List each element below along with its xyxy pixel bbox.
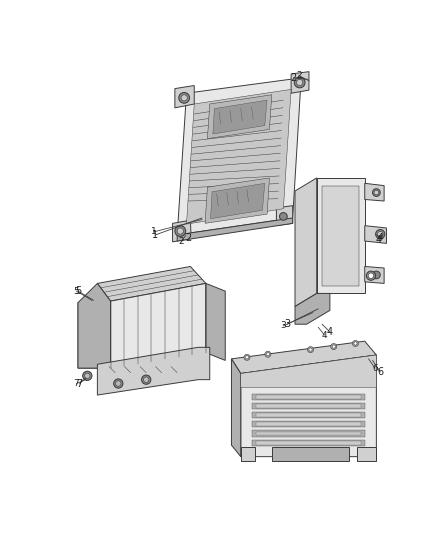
Polygon shape (365, 266, 384, 284)
Circle shape (279, 213, 287, 220)
Circle shape (116, 381, 121, 386)
Polygon shape (291, 71, 309, 93)
Polygon shape (252, 440, 365, 446)
Polygon shape (173, 220, 191, 242)
Circle shape (376, 230, 385, 239)
Polygon shape (206, 284, 225, 360)
Circle shape (83, 371, 92, 381)
Circle shape (113, 379, 123, 388)
Circle shape (181, 95, 187, 101)
Circle shape (366, 271, 376, 280)
Polygon shape (295, 178, 317, 306)
Text: 6: 6 (377, 367, 383, 377)
Polygon shape (256, 404, 361, 408)
Polygon shape (256, 441, 361, 445)
Polygon shape (187, 90, 291, 224)
Polygon shape (317, 178, 365, 294)
Text: 6: 6 (372, 364, 378, 373)
Polygon shape (322, 185, 359, 286)
Circle shape (266, 353, 269, 356)
Text: 5: 5 (74, 287, 79, 296)
Circle shape (331, 343, 337, 350)
Polygon shape (357, 447, 376, 461)
Polygon shape (256, 432, 361, 435)
Polygon shape (211, 183, 265, 219)
Text: 2: 2 (186, 233, 192, 243)
Text: 4: 4 (376, 235, 382, 245)
Polygon shape (252, 393, 365, 400)
Polygon shape (208, 95, 272, 139)
Circle shape (352, 341, 359, 346)
Polygon shape (241, 447, 255, 461)
Polygon shape (365, 183, 384, 201)
Polygon shape (231, 341, 376, 374)
Text: 4: 4 (321, 330, 327, 340)
Text: 4: 4 (327, 327, 333, 337)
Circle shape (177, 228, 184, 234)
Text: 2: 2 (178, 237, 184, 246)
Circle shape (179, 92, 190, 103)
Polygon shape (177, 218, 293, 241)
Polygon shape (177, 78, 301, 235)
Text: 7: 7 (74, 379, 79, 388)
Polygon shape (231, 359, 241, 457)
Polygon shape (175, 85, 194, 108)
Polygon shape (97, 266, 206, 301)
Circle shape (378, 231, 383, 237)
Polygon shape (252, 421, 365, 427)
Circle shape (294, 77, 305, 88)
Polygon shape (97, 348, 210, 395)
Circle shape (368, 273, 374, 278)
Polygon shape (252, 431, 365, 437)
Text: 4: 4 (378, 233, 383, 241)
Circle shape (265, 351, 271, 357)
Circle shape (141, 375, 151, 384)
Polygon shape (213, 100, 267, 134)
Polygon shape (252, 403, 365, 409)
Circle shape (175, 225, 186, 237)
Circle shape (309, 348, 312, 351)
Circle shape (244, 354, 250, 360)
Circle shape (307, 346, 314, 353)
Polygon shape (78, 284, 110, 368)
Polygon shape (241, 355, 376, 457)
Circle shape (144, 377, 149, 382)
Polygon shape (365, 225, 386, 244)
Text: 2: 2 (296, 71, 302, 80)
Polygon shape (78, 284, 206, 368)
Text: 7: 7 (76, 378, 83, 389)
Circle shape (372, 271, 380, 279)
Circle shape (297, 79, 303, 85)
Circle shape (354, 342, 357, 345)
Polygon shape (295, 294, 330, 324)
Text: 1: 1 (152, 230, 159, 240)
Polygon shape (252, 412, 365, 418)
Circle shape (332, 345, 336, 348)
Circle shape (372, 189, 380, 196)
Circle shape (85, 373, 90, 378)
Text: 3: 3 (280, 321, 286, 330)
Polygon shape (241, 355, 376, 387)
Polygon shape (276, 206, 293, 225)
Text: 1: 1 (151, 227, 157, 236)
Circle shape (374, 190, 379, 195)
Polygon shape (256, 394, 361, 399)
Polygon shape (256, 413, 361, 417)
Text: 5: 5 (75, 286, 81, 296)
Text: 2: 2 (290, 73, 297, 83)
Text: 3: 3 (284, 319, 290, 329)
Polygon shape (272, 447, 349, 461)
Polygon shape (205, 178, 269, 223)
Circle shape (245, 356, 248, 359)
Polygon shape (256, 422, 361, 426)
